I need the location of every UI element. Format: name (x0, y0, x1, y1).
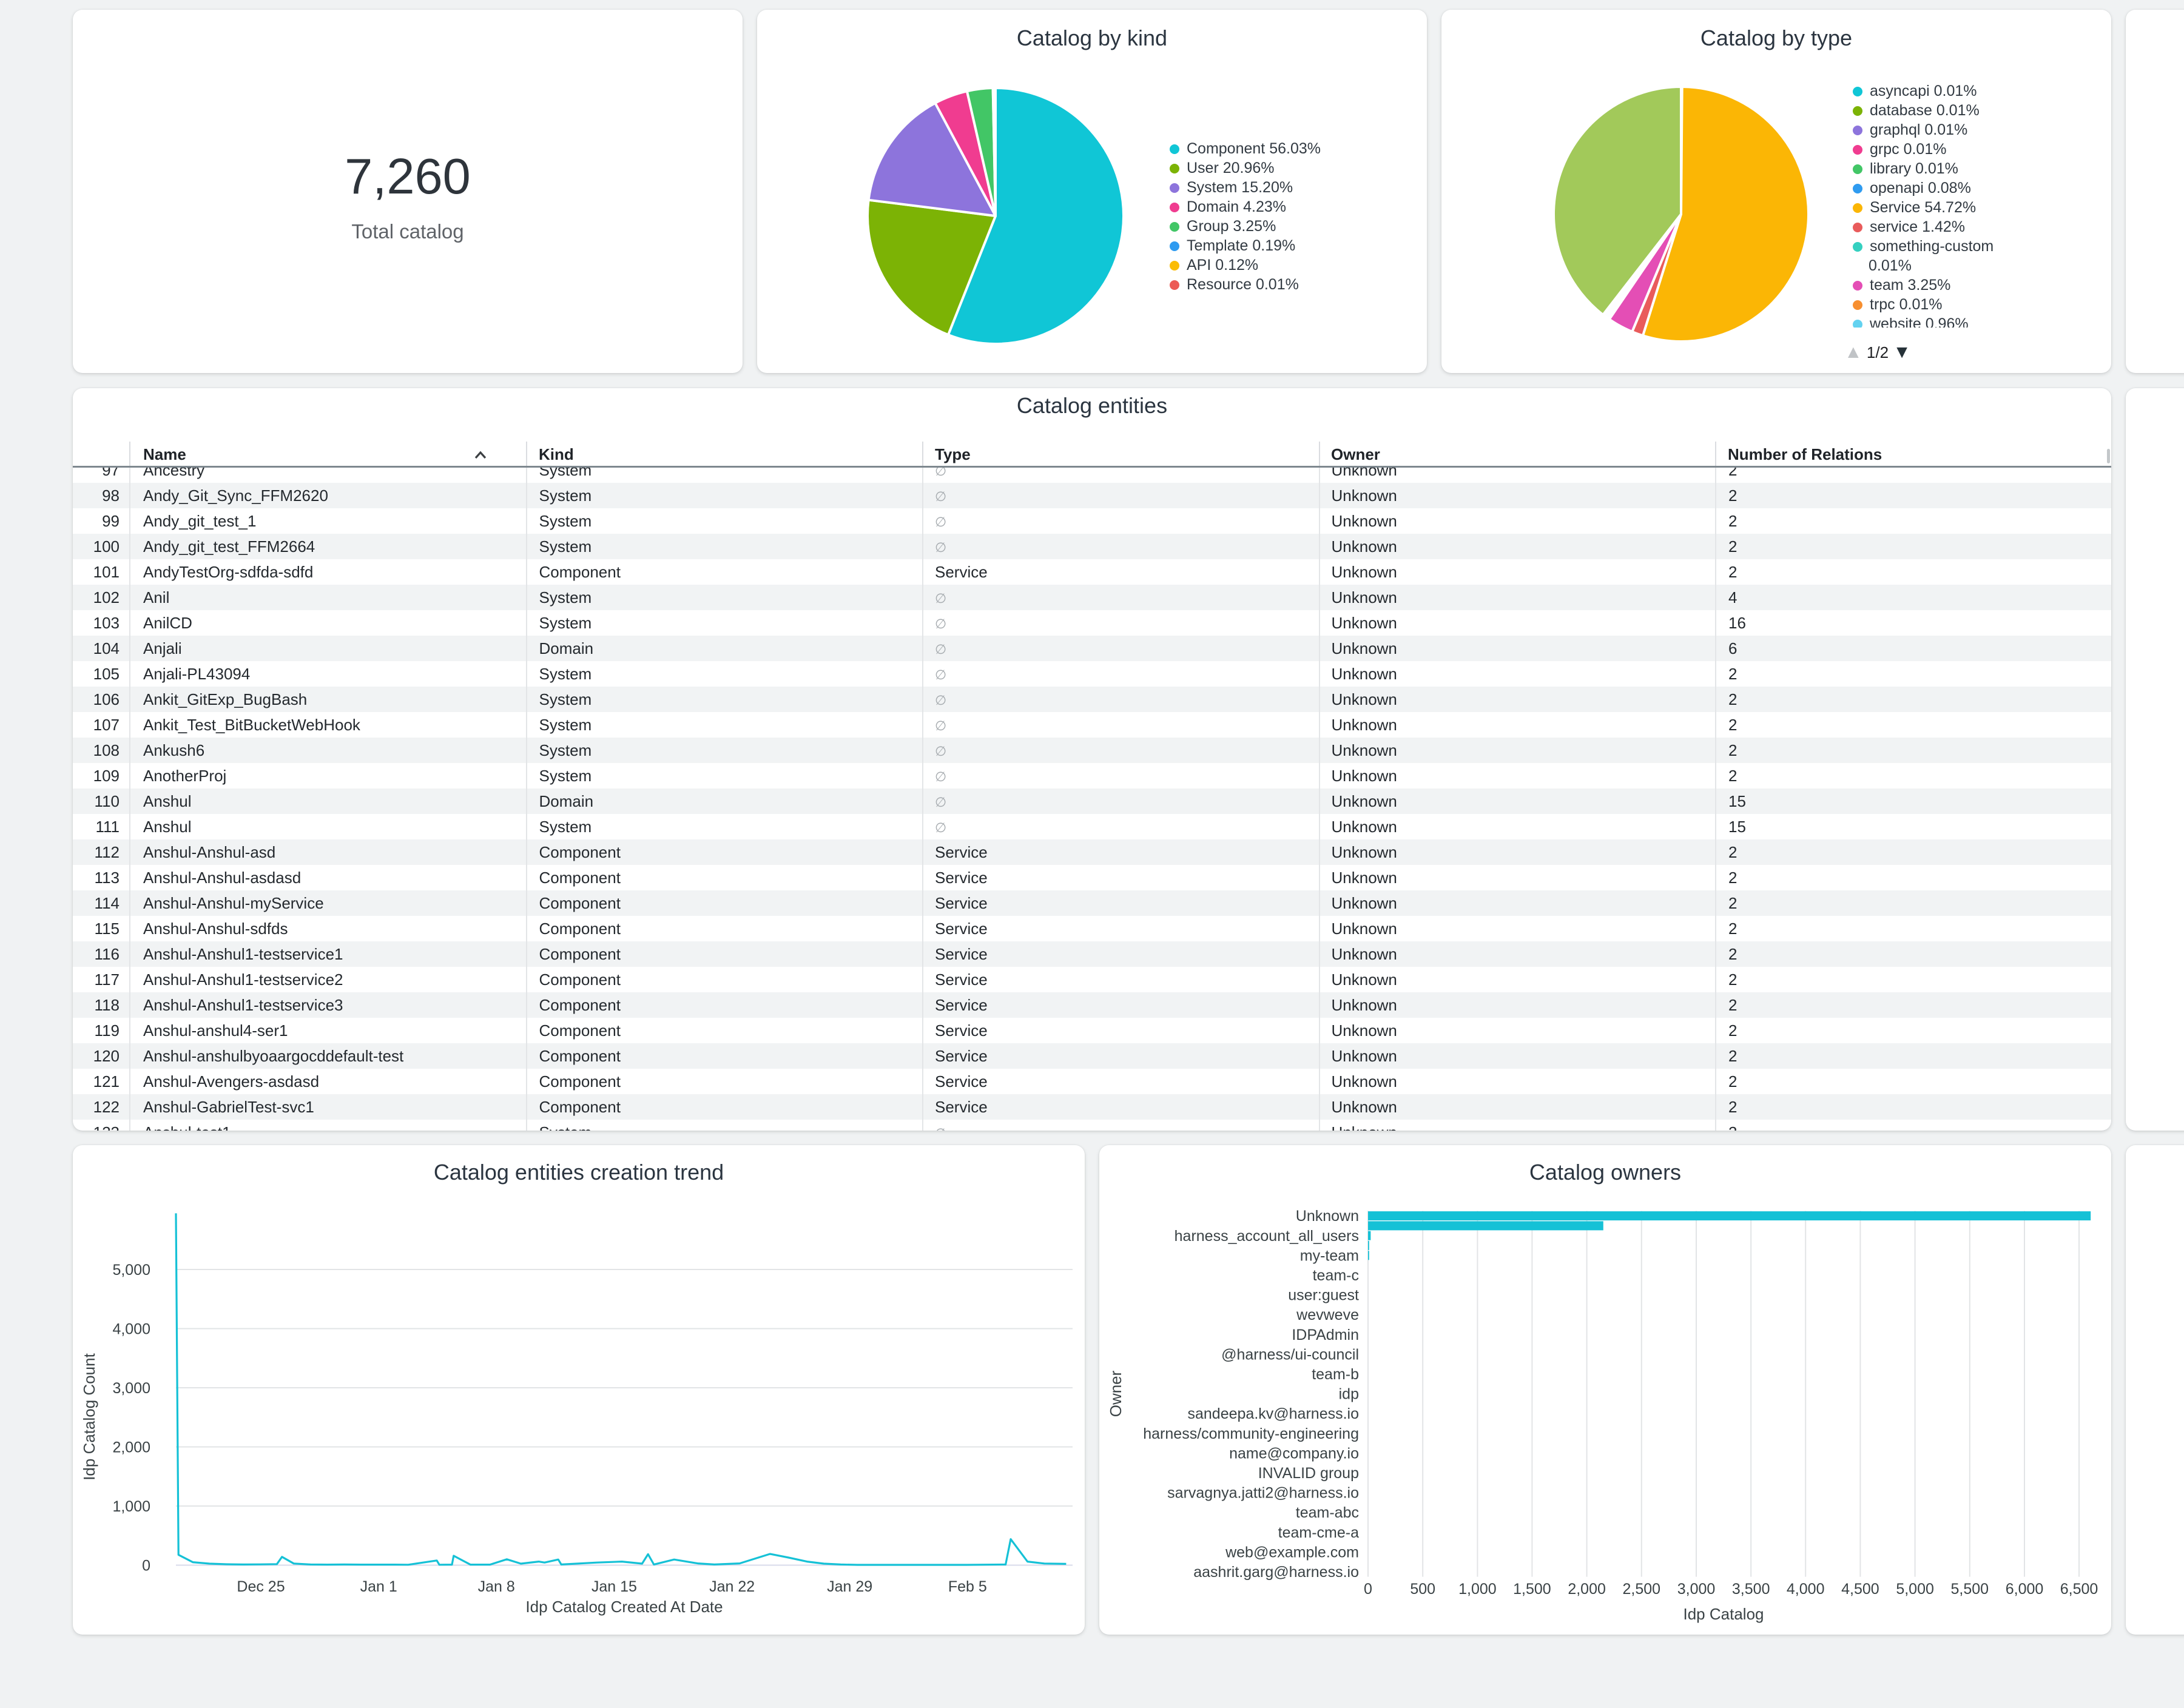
svg-text:Idp Catalog Created At Date: Idp Catalog Created At Date (525, 1598, 723, 1616)
svg-text:team-abc: team-abc (1296, 1504, 1359, 1521)
svg-text:user:guest: user:guest (1288, 1287, 1359, 1304)
svg-text:wevweve: wevweve (1296, 1306, 1359, 1323)
svg-text:idp: idp (1339, 1386, 1359, 1403)
svg-text:1,000: 1,000 (1458, 1581, 1497, 1598)
svg-text:0: 0 (1364, 1581, 1372, 1598)
svg-text:Jan 1: Jan 1 (360, 1578, 397, 1595)
svg-text:5,000: 5,000 (112, 1262, 150, 1279)
svg-text:harness_account_all_users: harness_account_all_users (1175, 1228, 1359, 1245)
svg-text:aashrit.garg@harness.io: aashrit.garg@harness.io (1193, 1564, 1359, 1581)
svg-text:3,500: 3,500 (1732, 1581, 1770, 1598)
svg-text:my-team: my-team (1300, 1247, 1359, 1264)
svg-text:sarvagnya.jatti2@harness.io: sarvagnya.jatti2@harness.io (1167, 1485, 1359, 1502)
svg-text:500: 500 (1410, 1581, 1435, 1598)
svg-text:1,000: 1,000 (112, 1498, 150, 1515)
svg-text:5,000: 5,000 (1896, 1581, 1934, 1598)
svg-text:1,500: 1,500 (1513, 1581, 1551, 1598)
svg-text:harness/community-engineering: harness/community-engineering (1143, 1425, 1359, 1442)
svg-text:3,000: 3,000 (112, 1380, 150, 1397)
svg-text:team-b: team-b (1312, 1366, 1359, 1383)
svg-text:4,000: 4,000 (1787, 1581, 1825, 1598)
svg-text:2,000: 2,000 (1568, 1581, 1606, 1598)
svg-text:2,000: 2,000 (112, 1439, 150, 1456)
svg-text:Dec 25: Dec 25 (237, 1578, 285, 1595)
svg-text:INVALID group: INVALID group (1258, 1465, 1359, 1482)
svg-text:2,500: 2,500 (1623, 1581, 1661, 1598)
svg-text:6,000: 6,000 (2006, 1581, 2044, 1598)
svg-text:Feb 5: Feb 5 (948, 1578, 987, 1595)
svg-text:6,500: 6,500 (2060, 1581, 2098, 1598)
svg-text:Jan 15: Jan 15 (592, 1578, 637, 1595)
svg-text:Jan 29: Jan 29 (827, 1578, 872, 1595)
svg-text:Unknown: Unknown (1296, 1208, 1359, 1225)
svg-text:team-c: team-c (1313, 1267, 1359, 1284)
svg-text:name@company.io: name@company.io (1229, 1445, 1359, 1462)
svg-text:0: 0 (142, 1558, 150, 1575)
svg-text:Owner: Owner (1107, 1370, 1125, 1417)
svg-text:team-cme-a: team-cme-a (1278, 1524, 1359, 1541)
svg-text:4,000: 4,000 (112, 1321, 150, 1338)
svg-text:sandeepa.kv@harness.io: sandeepa.kv@harness.io (1188, 1405, 1360, 1422)
svg-text:Jan 8: Jan 8 (478, 1578, 515, 1595)
svg-text:Idp Catalog: Idp Catalog (1684, 1605, 1764, 1623)
svg-text:web@example.com: web@example.com (1225, 1544, 1359, 1561)
svg-text:3,000: 3,000 (1677, 1581, 1716, 1598)
svg-text:5,500: 5,500 (1951, 1581, 1989, 1598)
svg-text:@harness/ui-council: @harness/ui-council (1221, 1346, 1359, 1363)
svg-text:Idp Catalog Count: Idp Catalog Count (80, 1353, 98, 1480)
svg-text:IDPAdmin: IDPAdmin (1292, 1326, 1359, 1343)
svg-text:Jan 22: Jan 22 (709, 1578, 755, 1595)
svg-text:4,500: 4,500 (1841, 1581, 1879, 1598)
